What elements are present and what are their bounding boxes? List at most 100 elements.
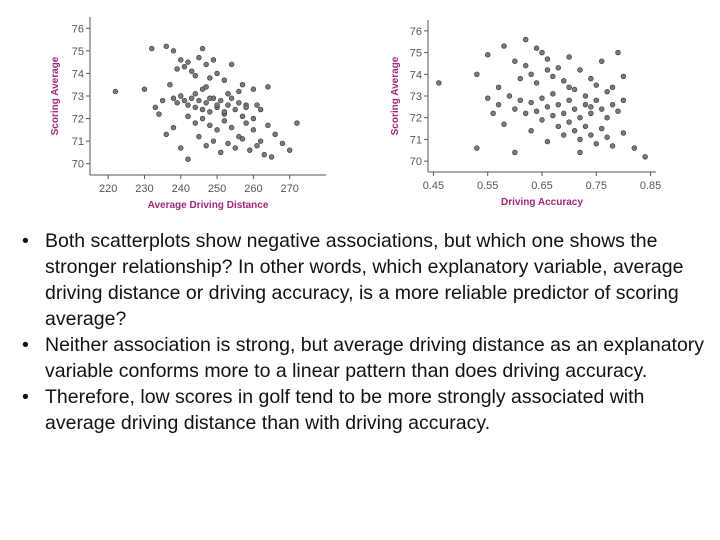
- data-point: [214, 102, 220, 108]
- data-point: [523, 110, 529, 117]
- y-tick-label: 71: [410, 134, 422, 146]
- data-point: [232, 106, 238, 113]
- y-tick-label: 76: [410, 26, 422, 38]
- data-point: [250, 115, 257, 122]
- y-tick-label: 74: [410, 69, 422, 81]
- data-point: [239, 82, 246, 88]
- data-point: [257, 106, 264, 113]
- data-point: [593, 141, 599, 147]
- data-point: [539, 117, 545, 123]
- data-point: [571, 128, 578, 134]
- y-tick-label: 71: [72, 136, 84, 148]
- x-tick-label: 270: [281, 183, 299, 195]
- data-point: [185, 59, 191, 65]
- data-point: [550, 91, 556, 97]
- data-point: [588, 110, 594, 117]
- bullet-item: • Neither association is strong, but aver…: [18, 332, 708, 384]
- y-tick-label: 73: [72, 91, 84, 103]
- data-point: [185, 156, 191, 162]
- data-point: [203, 142, 209, 149]
- x-tick-label: 0.75: [586, 180, 607, 192]
- data-point: [239, 113, 246, 120]
- data-point: [167, 82, 173, 88]
- data-point: [221, 118, 228, 124]
- data-point: [199, 115, 206, 122]
- data-point: [178, 145, 184, 151]
- x-tick-label: 0.45: [423, 180, 444, 192]
- data-point: [582, 93, 589, 99]
- data-point: [609, 84, 616, 91]
- data-point: [203, 84, 209, 90]
- data-point: [561, 132, 567, 138]
- y-tick-label: 73: [410, 91, 422, 103]
- data-point: [294, 120, 300, 126]
- data-point: [474, 71, 480, 77]
- x-tick-label: 260: [244, 183, 262, 195]
- y-tick-label: 75: [72, 46, 84, 58]
- data-point: [210, 57, 217, 63]
- x-tick-label: 0.85: [640, 180, 661, 192]
- data-point: [620, 97, 627, 104]
- data-point: [544, 67, 551, 73]
- data-point: [159, 97, 166, 104]
- data-point: [188, 68, 195, 74]
- data-point: [236, 100, 242, 106]
- data-point: [203, 100, 209, 106]
- data-point: [599, 106, 605, 112]
- x-axis-title: Average Driving Distance: [148, 200, 269, 211]
- data-point: [279, 140, 286, 147]
- data-point: [604, 88, 610, 95]
- data-point: [474, 145, 480, 151]
- data-point: [588, 75, 594, 82]
- data-point: [221, 109, 228, 115]
- data-point: [593, 97, 599, 104]
- data-point: [250, 127, 257, 133]
- scatterplot-driving-accuracy-svg: 70 71 72 73 74 75 76 0.45 0.55 0.65 0.75 0.85 Drivin…: [390, 20, 661, 208]
- data-point: [112, 88, 119, 95]
- data-point: [170, 95, 177, 101]
- data-point: [577, 115, 583, 121]
- x-tick-label: 220: [99, 183, 117, 195]
- data-point: [239, 136, 246, 142]
- x-tick-label: 230: [135, 183, 153, 195]
- data-point: [577, 149, 583, 156]
- data-point: [254, 142, 260, 149]
- data-point: [523, 62, 529, 69]
- x-tick-label: 240: [172, 183, 190, 195]
- data-point: [495, 101, 502, 108]
- data-point: [528, 128, 534, 134]
- data-point: [436, 80, 442, 86]
- data-point: [561, 78, 567, 84]
- data-point: [185, 102, 191, 108]
- data-point: [566, 54, 572, 60]
- data-point: [196, 54, 202, 61]
- data-point: [609, 101, 616, 108]
- data-point: [544, 104, 551, 110]
- data-point: [604, 134, 610, 140]
- data-point: [555, 123, 561, 130]
- data-point: [207, 95, 213, 101]
- data-point: [544, 56, 551, 62]
- data-point: [163, 43, 169, 50]
- data-point: [582, 101, 589, 108]
- data-point: [577, 136, 583, 143]
- data-point: [642, 154, 648, 160]
- data-point: [228, 124, 235, 131]
- bullet-icon: •: [22, 334, 29, 356]
- data-point: [221, 77, 228, 83]
- data-point: [286, 147, 293, 153]
- data-point: [582, 123, 589, 130]
- x-tick-label: 0.65: [531, 180, 552, 192]
- data-point: [566, 97, 572, 104]
- data-point: [218, 149, 224, 156]
- data-point: [236, 88, 242, 95]
- data-point: [615, 49, 621, 56]
- data-point: [225, 140, 231, 147]
- y-axis-title: Scoring Average: [390, 56, 401, 135]
- data-point: [214, 70, 220, 77]
- data-point: [185, 113, 191, 120]
- data-point: [555, 65, 561, 71]
- data-point: [178, 57, 184, 63]
- data-point: [196, 97, 202, 104]
- data-point: [609, 143, 616, 149]
